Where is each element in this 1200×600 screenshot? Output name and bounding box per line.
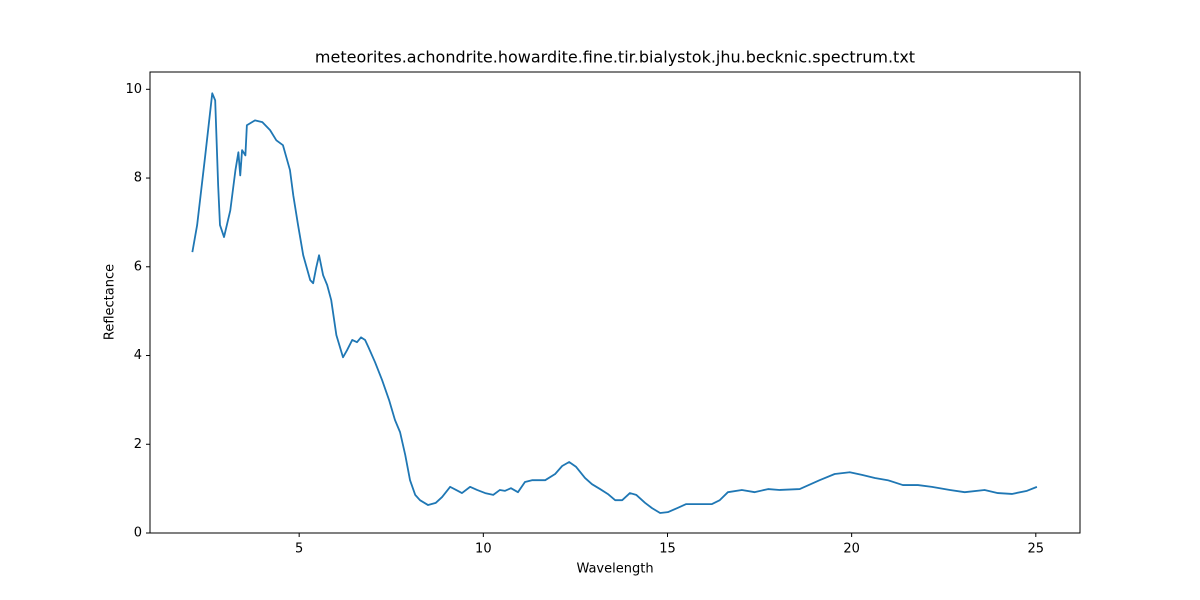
y-tick-label: 8 xyxy=(134,171,142,186)
x-tick-label: 20 xyxy=(843,542,860,557)
y-tick-label: 4 xyxy=(134,348,142,363)
y-tick-label: 2 xyxy=(134,437,142,452)
data-line xyxy=(191,92,1038,514)
y-tick-label: 0 xyxy=(134,526,142,541)
x-axis-label: Wavelength xyxy=(576,562,653,577)
x-tick-label: 10 xyxy=(475,542,492,557)
chart-title: meteorites.achondrite.howardite.fine.tir… xyxy=(315,48,915,67)
y-axis-label: Reflectance xyxy=(103,264,118,340)
y-tick-label: 6 xyxy=(134,259,142,274)
x-tick-label: 15 xyxy=(659,542,676,557)
y-tick-label: 10 xyxy=(125,82,142,97)
plot-frame xyxy=(149,71,1081,534)
x-tick-label: 5 xyxy=(295,542,303,557)
x-tick-label: 25 xyxy=(1028,542,1045,557)
